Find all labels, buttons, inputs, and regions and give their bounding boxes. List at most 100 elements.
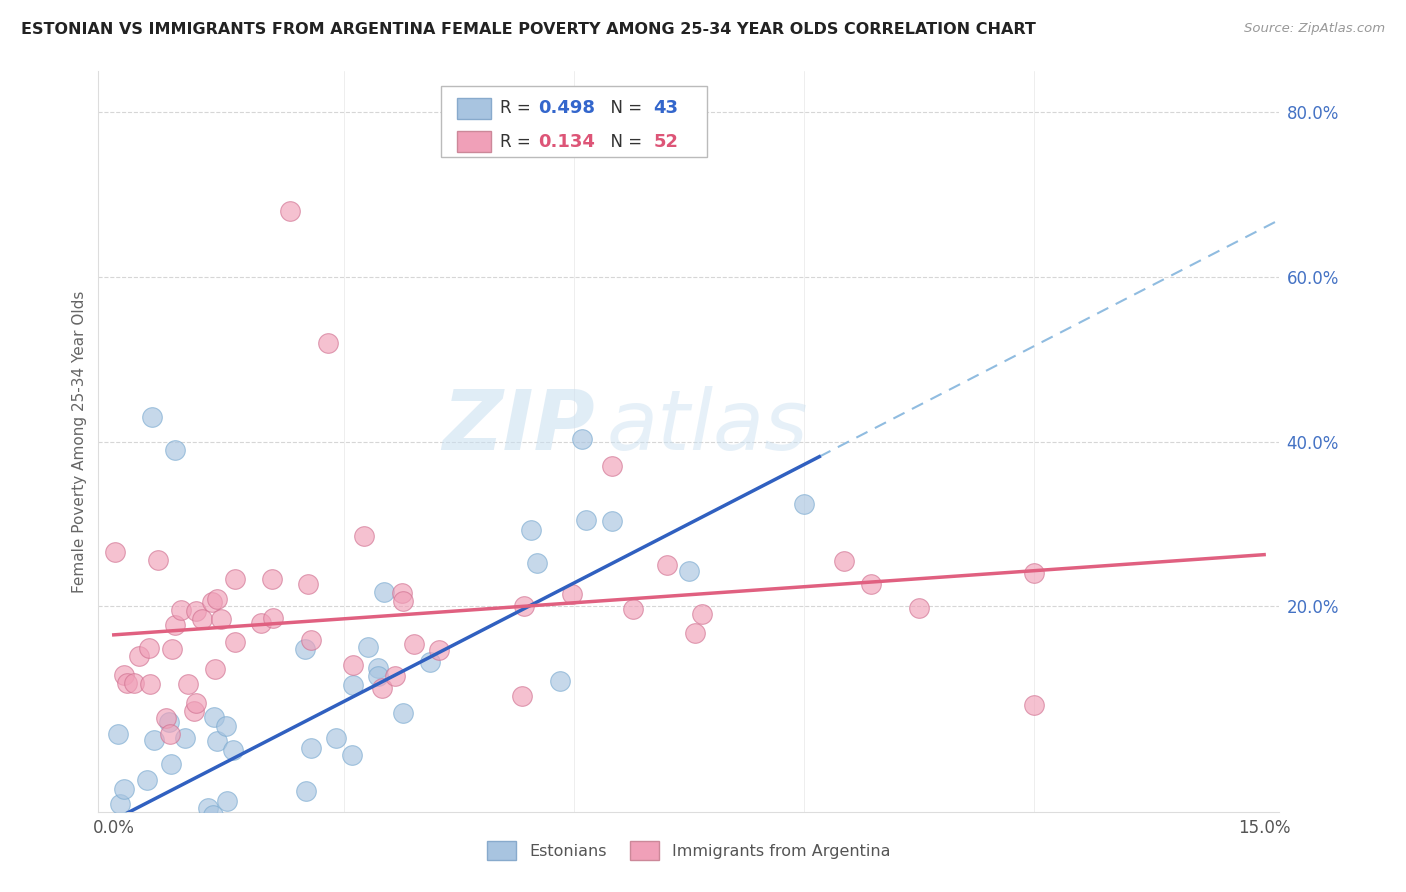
Point	[574, 513, 596, 527]
Text: ESTONIAN VS IMMIGRANTS FROM ARGENTINA FEMALE POVERTY AMONG 25-34 YEAR OLDS CORRE: ESTONIAN VS IMMIGRANTS FROM ARGENTINA FE…	[21, 22, 1036, 37]
Point	[138, 640, 160, 655]
Point	[177, 676, 200, 690]
Text: N =: N =	[600, 99, 648, 118]
Point	[200, 595, 222, 609]
Point	[262, 611, 284, 625]
Point	[262, 572, 284, 586]
Point	[138, 677, 160, 691]
Point	[561, 587, 583, 601]
Text: R =: R =	[501, 99, 536, 118]
Point	[163, 618, 186, 632]
Point	[353, 529, 375, 543]
Point	[859, 577, 882, 591]
Point	[427, 643, 450, 657]
Point	[191, 830, 214, 844]
Point	[205, 592, 228, 607]
Point	[391, 593, 413, 607]
Point	[160, 642, 183, 657]
Point	[278, 204, 301, 219]
Point	[202, 710, 225, 724]
Point	[600, 459, 623, 474]
Point	[122, 676, 145, 690]
Point	[107, 727, 129, 741]
Point	[655, 558, 678, 572]
Point	[299, 741, 322, 756]
Point	[104, 545, 127, 559]
Point	[115, 676, 138, 690]
Point	[191, 612, 214, 626]
Point	[600, 514, 623, 528]
Point	[371, 681, 394, 695]
Text: 52: 52	[654, 133, 679, 151]
Point	[114, 781, 136, 796]
Point	[357, 640, 380, 654]
Point	[1022, 698, 1045, 712]
Text: ZIP: ZIP	[441, 386, 595, 467]
Point	[907, 601, 929, 615]
Point	[690, 607, 713, 621]
Point	[205, 734, 228, 748]
Point	[548, 674, 571, 689]
Point	[148, 553, 170, 567]
Point	[373, 584, 395, 599]
Point	[384, 669, 406, 683]
Point	[183, 704, 205, 718]
Point	[391, 586, 413, 600]
Point	[513, 599, 536, 614]
Text: 0.498: 0.498	[537, 99, 595, 118]
Bar	[457, 98, 491, 119]
Point	[163, 830, 186, 844]
Point	[683, 625, 706, 640]
Point	[159, 727, 181, 741]
Point	[135, 772, 157, 787]
Point	[141, 409, 163, 424]
Point	[108, 797, 131, 812]
Text: 0.134: 0.134	[537, 133, 595, 151]
Point	[128, 648, 150, 663]
Point	[294, 641, 316, 656]
Point	[104, 830, 127, 844]
Point	[143, 733, 166, 747]
FancyBboxPatch shape	[441, 87, 707, 156]
Point	[160, 757, 183, 772]
Point	[224, 635, 246, 649]
Point	[340, 747, 363, 762]
Point	[342, 657, 364, 672]
Point	[520, 523, 543, 537]
Point	[165, 442, 187, 457]
Legend: Estonians, Immigrants from Argentina: Estonians, Immigrants from Argentina	[481, 834, 897, 867]
Point	[295, 784, 318, 798]
Point	[1022, 566, 1045, 580]
Point	[217, 794, 239, 808]
Point	[209, 612, 232, 626]
Text: 43: 43	[654, 99, 679, 118]
Point	[131, 828, 153, 842]
Point	[249, 615, 271, 630]
Y-axis label: Female Poverty Among 25-34 Year Olds: Female Poverty Among 25-34 Year Olds	[72, 291, 87, 592]
Point	[201, 808, 224, 822]
Point	[571, 432, 593, 446]
Point	[402, 637, 425, 651]
Point	[186, 696, 208, 710]
Point	[224, 572, 246, 586]
Point	[112, 667, 135, 681]
Point	[115, 819, 138, 833]
Bar	[457, 131, 491, 152]
Point	[526, 556, 548, 570]
Text: atlas: atlas	[606, 386, 808, 467]
Point	[392, 706, 415, 720]
Point	[419, 656, 441, 670]
Point	[157, 714, 180, 729]
Point	[297, 577, 319, 591]
Text: R =: R =	[501, 133, 536, 151]
Point	[342, 678, 364, 692]
Point	[510, 689, 533, 703]
Text: N =: N =	[600, 133, 648, 151]
Point	[621, 602, 644, 616]
Point	[197, 801, 219, 815]
Point	[184, 604, 207, 618]
Point	[204, 662, 226, 676]
Point	[325, 731, 347, 746]
Point	[173, 731, 195, 745]
Point	[367, 668, 389, 682]
